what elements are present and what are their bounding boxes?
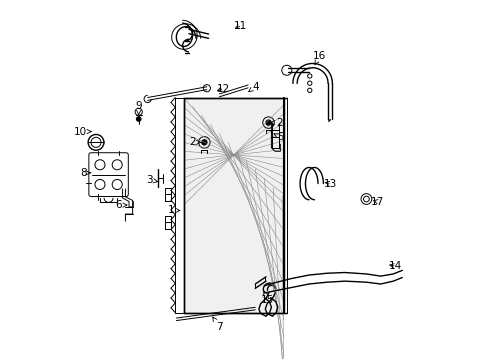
Text: 13: 13 (323, 179, 337, 189)
Text: 1: 1 (167, 206, 180, 216)
Text: 12: 12 (216, 84, 229, 94)
Text: 11: 11 (234, 21, 247, 31)
Text: 9: 9 (135, 102, 142, 114)
Text: 8: 8 (80, 168, 90, 178)
Text: 17: 17 (370, 197, 383, 207)
Text: 3: 3 (146, 175, 157, 185)
Text: 5: 5 (273, 132, 283, 142)
Text: 2: 2 (270, 118, 283, 128)
Text: 16: 16 (312, 51, 326, 64)
Text: 10: 10 (74, 127, 91, 136)
Text: 15: 15 (261, 291, 274, 305)
Text: 4: 4 (248, 82, 258, 92)
Circle shape (265, 120, 271, 126)
Text: 2: 2 (189, 138, 200, 147)
FancyBboxPatch shape (89, 153, 128, 197)
Circle shape (201, 139, 207, 145)
Bar (183, 98, 284, 313)
Text: 6: 6 (115, 200, 127, 210)
Text: 14: 14 (387, 261, 401, 271)
Text: 7: 7 (212, 317, 222, 332)
Circle shape (136, 116, 142, 122)
